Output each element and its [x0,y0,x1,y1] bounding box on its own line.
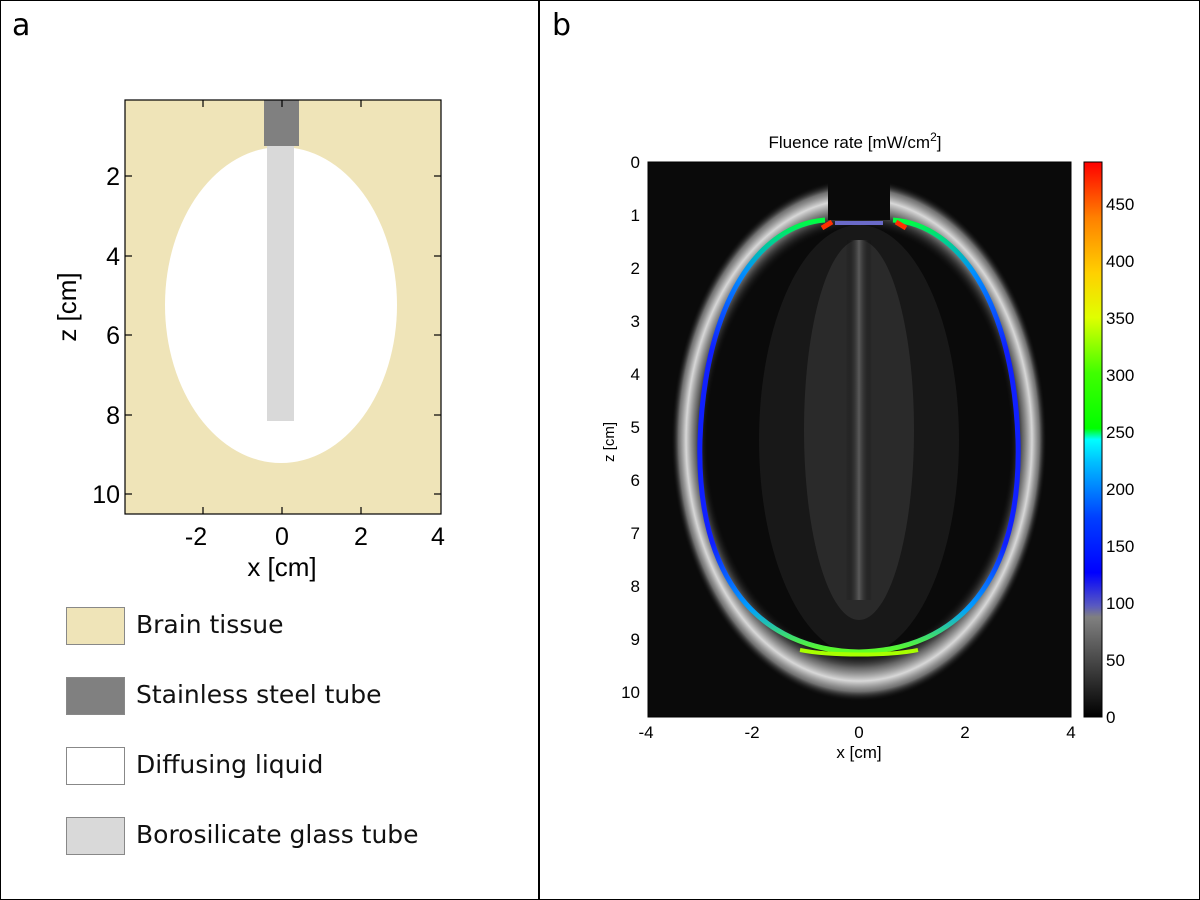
a-x-tick-label: -2 [185,523,207,551]
a-x-tick-label: 4 [431,523,445,551]
fluence-left-hotspot [820,219,834,231]
a-z-tick-label: 2 [106,163,120,191]
b-z-tick-label: 5 [631,418,640,437]
a-z-tick-label: 10 [92,481,120,509]
legend-label: Borosilicate glass tube [136,820,419,849]
b-z-tick-label: 7 [631,524,640,543]
panel-b-label: b [552,8,572,43]
colorbar-tick-label: 100 [1106,594,1134,613]
colorbar-tick-label: 250 [1106,423,1134,442]
panel-a-label: a [12,8,31,43]
b-z-tick-label: 0 [631,153,640,172]
panel-a-ticks [125,100,441,514]
b-x-axis-label: x [cm] [836,743,881,762]
legend-label: Brain tissue [136,610,284,639]
b-z-tick-label: 8 [631,577,640,596]
colorbar-tick-label: 400 [1106,252,1134,271]
b-z-tick-label: 6 [631,471,640,490]
b-z-tick-label: 2 [631,259,640,278]
steel-tube-shadow [828,162,890,220]
b-x-tick-label: -2 [744,723,759,742]
a-z-tick-label: 4 [106,243,120,271]
a-z-tick-label: 8 [106,402,120,430]
b-x-tick-label: 0 [854,723,863,742]
panel-b-plot: Fluence rate [mW/cm2] -4 -2 0 2 4 x [cm]… [601,130,1134,762]
colorbar-tick-label: 450 [1106,195,1134,214]
a-z-tick-label: 6 [106,322,120,350]
colorbar-tick-label: 350 [1106,309,1134,328]
b-z-axis-label: z [cm] [601,422,618,462]
legend-swatch [66,607,125,645]
colorbar-tick-label: 150 [1106,537,1134,556]
a-x-axis-label: x [cm] [247,552,316,582]
legend-label: Diffusing liquid [136,750,324,779]
colorbar [1083,161,1103,718]
colorbar-tick-label: 300 [1106,366,1134,385]
b-z-tick-label: 4 [631,365,640,384]
panel-a-axes-box [124,99,442,515]
colorbar-tick-label: 0 [1106,708,1115,727]
colorbar-tick-label: 200 [1106,480,1134,499]
legend-swatch [66,817,125,855]
legend-swatch [66,747,125,785]
b-z-tick-label: 1 [631,206,640,225]
fluence-bottom-hotspot [799,648,919,657]
legend-swatch [66,677,125,715]
borosilicate-glass-tube-region [267,145,294,421]
colorbar-tick-label: 50 [1106,651,1125,670]
b-x-tick-label: 4 [1066,723,1075,742]
a-z-axis-label: z [cm] [52,272,82,341]
panel-b-title: Fluence rate [mW/cm2] [769,130,942,152]
stainless-steel-tube-region [264,100,299,146]
a-x-tick-label: 0 [275,523,289,551]
b-z-tick-label: 9 [631,630,640,649]
b-x-tick-label: 2 [960,723,969,742]
fluence-right-hotspot [894,219,908,231]
b-z-tick-label: 3 [631,312,640,331]
b-x-tick-label: -4 [638,723,653,742]
legend-label: Stainless steel tube [136,680,382,709]
fluence-center-column [846,240,872,600]
panel-b-axes-box [647,161,1072,718]
a-x-tick-label: 2 [354,523,368,551]
panel-a-plot: -2 0 2 4 2 4 6 8 10 x [cm] z [cm] [52,99,445,582]
fluence-high-ring [697,217,1021,655]
panel-divider [538,0,540,900]
b-z-tick-label: 10 [621,683,640,702]
